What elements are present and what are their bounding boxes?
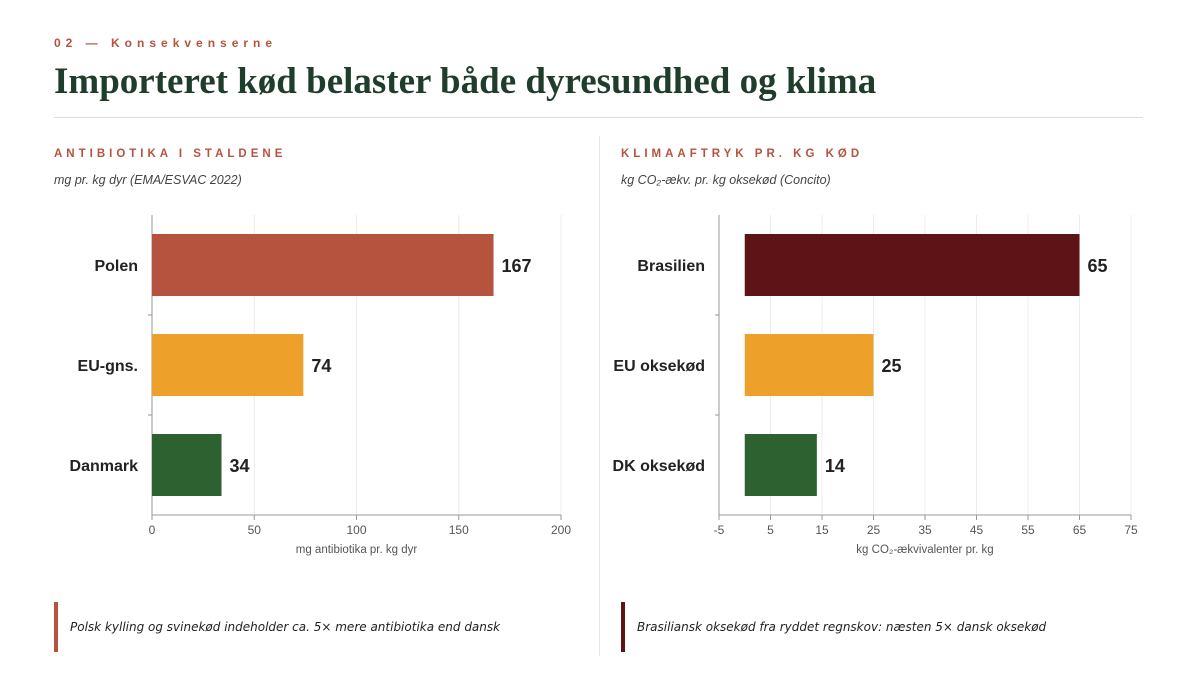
x-tick-label: 100 <box>346 523 366 537</box>
bar-polen <box>152 234 494 296</box>
bar-value-label: 167 <box>502 256 532 276</box>
category-label: Danmark <box>70 458 139 475</box>
antibiotics-chart: 0 50 100 150 200 mg antibiotika pr. kg dyr Pol… <box>70 215 571 556</box>
title-divider <box>54 117 1143 118</box>
x-axis-label: mg antibiotika pr. kg dyr <box>296 544 418 556</box>
bar-dk-oksekød <box>744 434 817 496</box>
category-label: EU oksekød <box>613 358 705 375</box>
bar-value-label: 25 <box>882 356 902 376</box>
bar-value-label: 65 <box>1088 256 1108 276</box>
x-tick-label: 150 <box>449 523 469 537</box>
page-title: Importeret kød belaster både dyresundhed… <box>54 61 877 102</box>
bar-eu-oksekød <box>744 334 874 396</box>
category-label: Polen <box>94 258 138 275</box>
x-tick-label: 200 <box>551 523 571 537</box>
bar-danmark <box>152 434 222 496</box>
x-tick-label: 0 <box>149 523 156 537</box>
category-label: DK oksekød <box>613 458 705 475</box>
section-eyebrow: 02 — Konsekvenserne <box>54 36 278 50</box>
bar-value-label: 14 <box>825 456 845 476</box>
right-panel-note: Brasiliansk oksekød fra ryddet regnskov:… <box>621 602 1046 652</box>
category-label: Brasilien <box>637 258 705 275</box>
left-panel-heading: ANTIBIOTIKA I STALDENE <box>54 148 287 160</box>
bar-value-label: 74 <box>311 356 331 376</box>
bar-brasilien <box>744 234 1080 296</box>
x-tick-label: 65 <box>1073 523 1087 537</box>
right-panel-subtitle: kg CO₂-ækv. pr. kg oksekød (Concito) <box>621 173 831 187</box>
bar-eu-gns- <box>152 334 304 396</box>
x-tick-label: 25 <box>867 523 881 537</box>
x-tick-label: 35 <box>918 523 932 537</box>
x-tick-label: 55 <box>1021 523 1035 537</box>
x-tick-label: 50 <box>248 523 262 537</box>
x-axis-label: kg CO₂-ækvivalenter pr. kg <box>856 544 993 556</box>
x-tick-label: 75 <box>1124 523 1138 537</box>
x-tick-label: -5 <box>714 523 725 537</box>
left-panel-subtitle: mg pr. kg dyr (EMA/ESVAC 2022) <box>54 173 242 187</box>
climate-chart: -5 5 15 25 35 45 55 65 75 kg CO₂-ækvivalenter pr.… <box>613 215 1138 556</box>
x-tick-label: 15 <box>815 523 829 537</box>
left-panel-note: Polsk kylling og svinekød indeholder ca.… <box>54 602 500 652</box>
right-panel-heading: KLIMAAFTRYK PR. KG KØD <box>621 148 864 160</box>
x-tick-label: 5 <box>767 523 774 537</box>
panel-divider <box>599 136 600 656</box>
bar-value-label: 34 <box>230 456 250 476</box>
x-tick-label: 45 <box>970 523 984 537</box>
category-label: EU-gns. <box>78 358 138 375</box>
